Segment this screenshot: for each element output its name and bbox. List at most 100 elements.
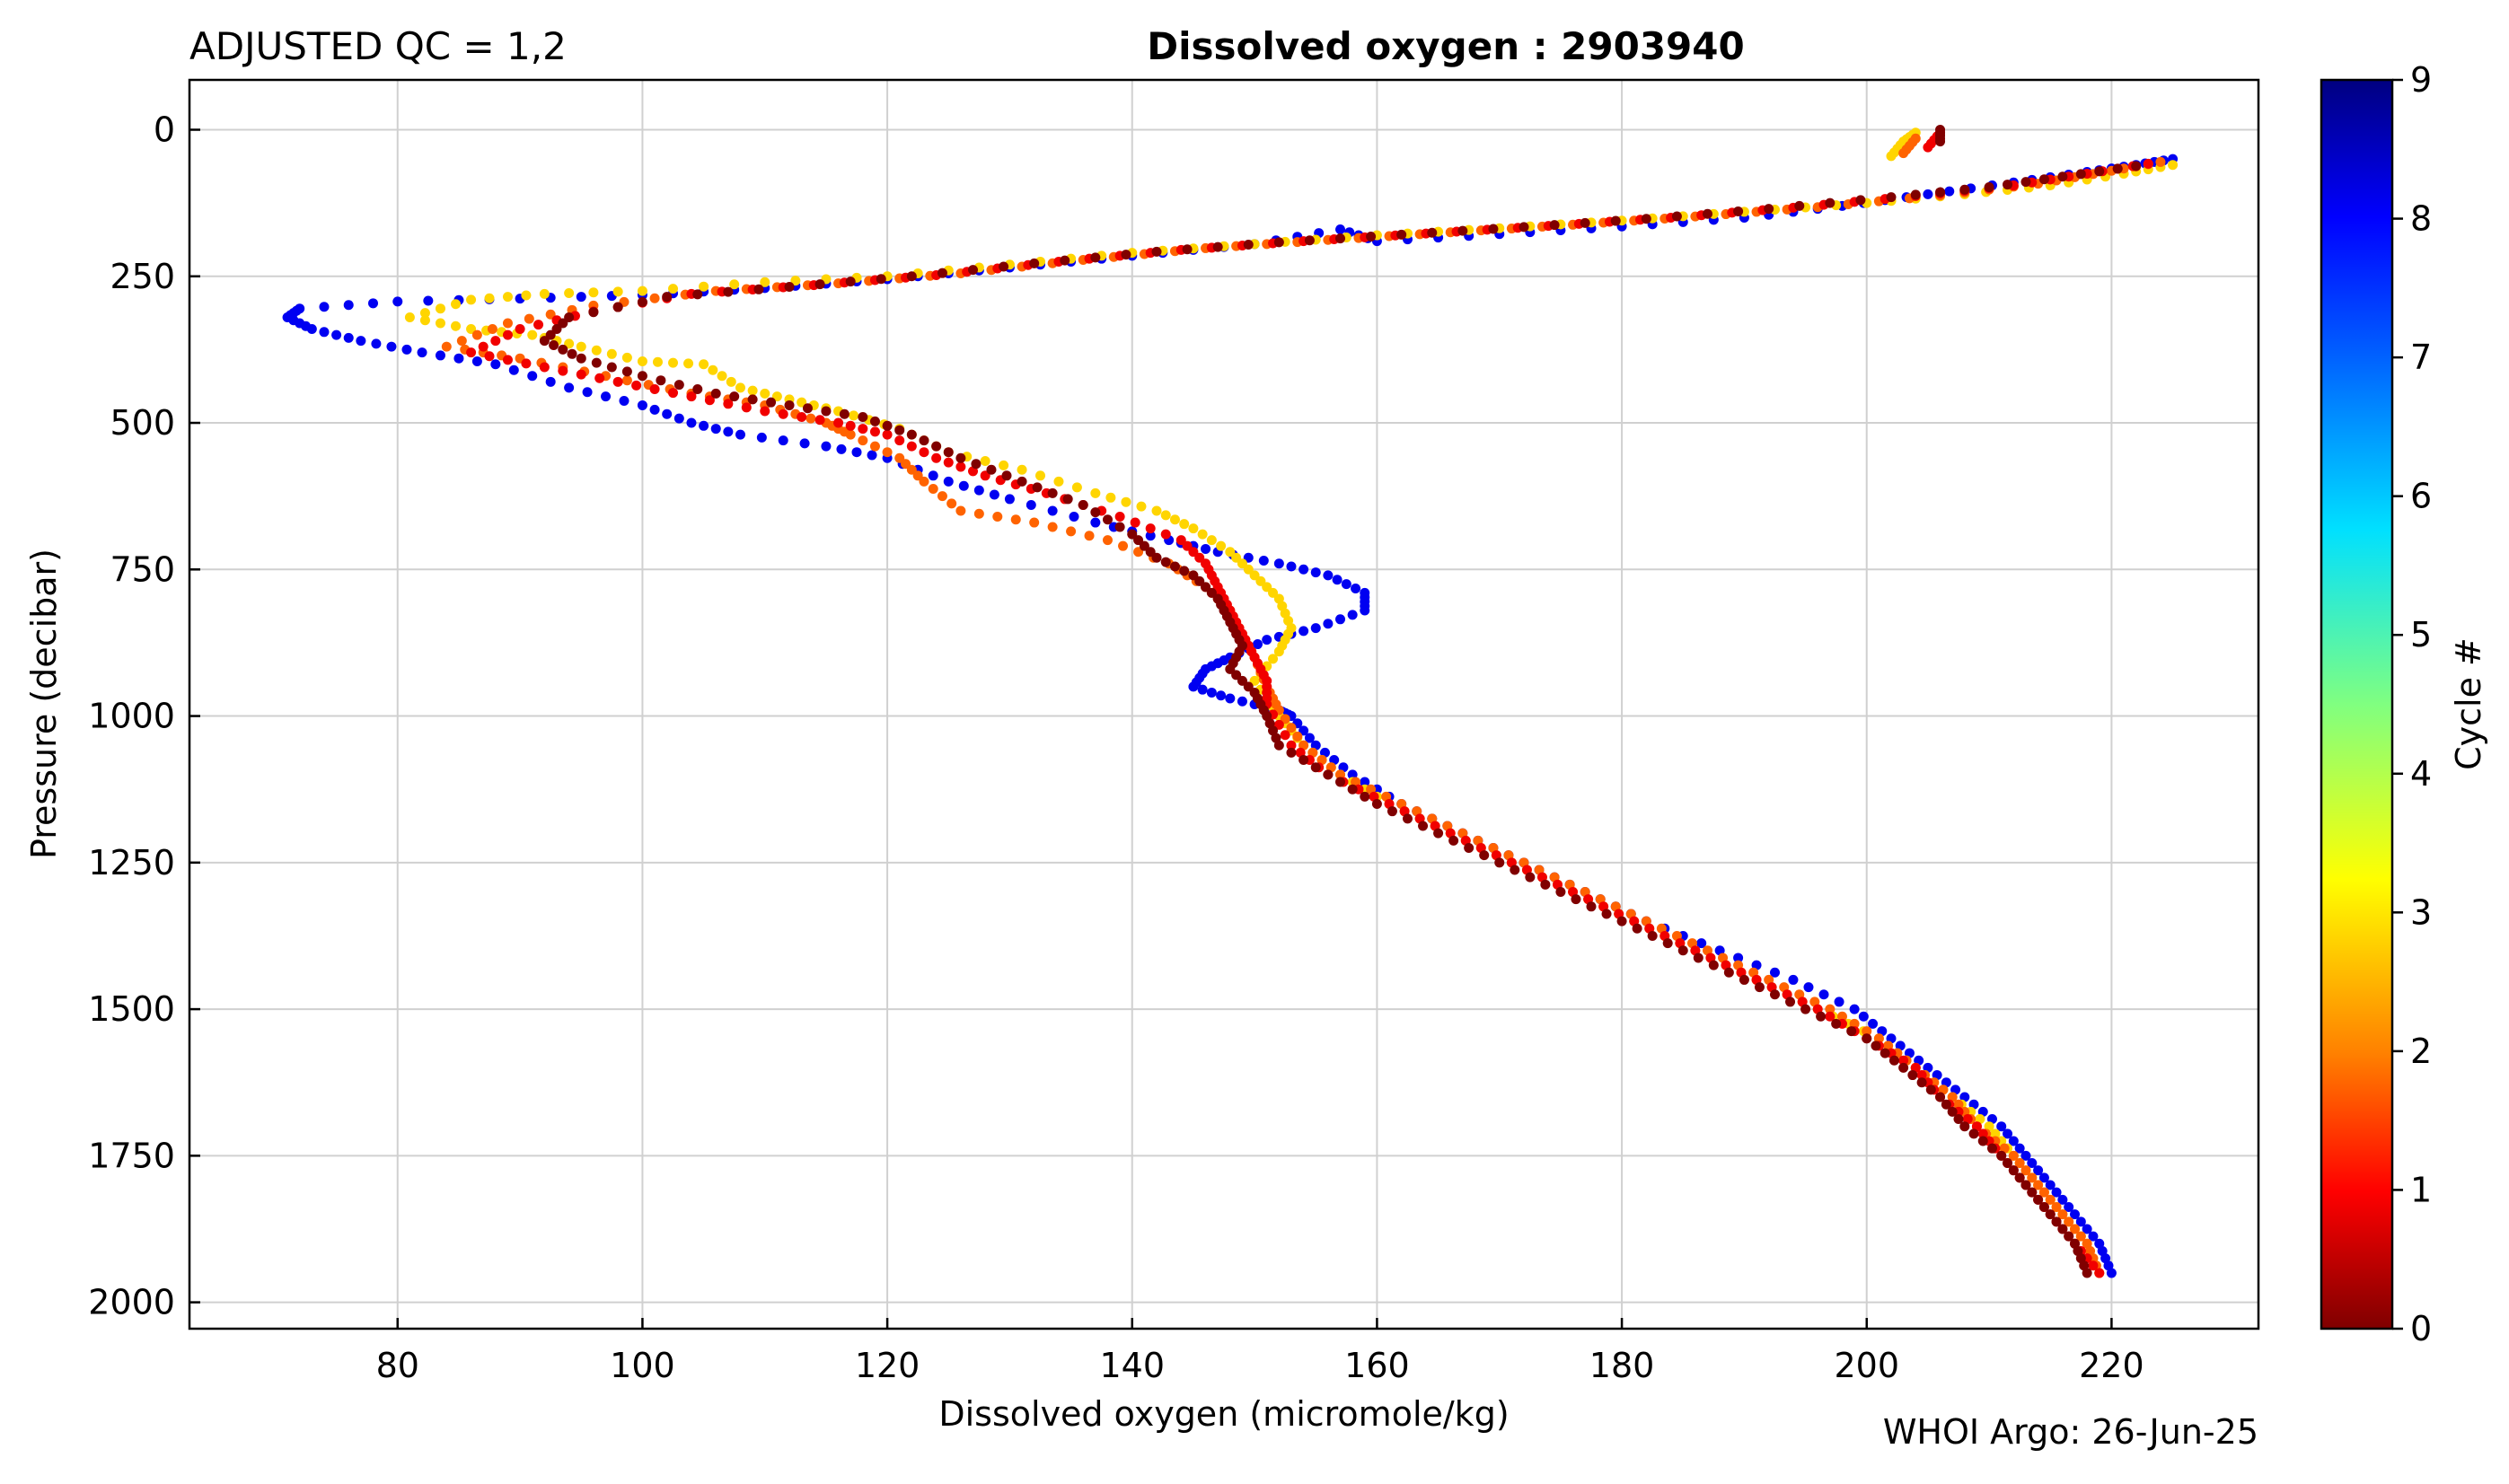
- data-point: [2064, 1201, 2074, 1212]
- data-point: [1723, 967, 1734, 978]
- data-point: [591, 357, 602, 368]
- data-point: [451, 321, 462, 331]
- data-point: [919, 435, 929, 446]
- data-point: [1133, 547, 1144, 558]
- data-point: [1953, 1099, 1964, 1110]
- data-point: [1160, 557, 1171, 567]
- data-point: [726, 376, 736, 387]
- data-point: [1243, 240, 1254, 250]
- data-point: [1360, 605, 1370, 616]
- data-point: [1179, 566, 1190, 576]
- series-cycle-8: [466, 127, 2153, 1278]
- data-point: [2033, 1194, 2044, 1205]
- data-point: [1201, 582, 1211, 593]
- data-point: [882, 420, 893, 431]
- data-point: [1197, 684, 1208, 695]
- data-point: [545, 309, 556, 320]
- data-point: [1243, 564, 1254, 575]
- data-point: [2020, 1150, 2031, 1161]
- data-point: [1237, 675, 1247, 686]
- data-point: [2057, 171, 2068, 182]
- data-point: [2003, 1158, 2013, 1169]
- data-point: [1069, 512, 1079, 522]
- data-point: [588, 307, 599, 318]
- data-point: [1194, 552, 1205, 563]
- data-point: [1677, 945, 1688, 956]
- data-point: [1197, 529, 1208, 540]
- data-point: [692, 289, 703, 300]
- colorbar-ticks: 0 1 2 3 4 5 6 7 8 9: [2392, 60, 2432, 1348]
- data-point: [1764, 204, 1774, 215]
- data-point: [2033, 1180, 2044, 1190]
- data-point: [1871, 1041, 1881, 1051]
- data-point: [943, 447, 954, 458]
- data-point: [741, 402, 752, 413]
- data-point: [588, 287, 599, 298]
- data-point: [539, 288, 550, 299]
- data-point: [869, 426, 880, 437]
- data-point: [2038, 1172, 2049, 1183]
- data-point: [710, 388, 721, 399]
- data-point: [1959, 184, 1970, 195]
- data-point: [756, 432, 767, 443]
- data-point: [708, 364, 718, 375]
- data-point: [1977, 1128, 1988, 1139]
- y-tick-label: 500: [110, 403, 175, 443]
- data-point: [2027, 1158, 2038, 1169]
- chart-title: Dissolved oxygen : 2903940: [1147, 24, 1744, 68]
- data-point: [343, 300, 354, 311]
- data-point: [1916, 1077, 1927, 1088]
- data-point: [814, 279, 825, 290]
- data-point: [1323, 570, 1334, 581]
- data-point: [980, 470, 990, 481]
- data-point: [1252, 639, 1263, 650]
- x-tick-label: 100: [610, 1346, 675, 1385]
- data-point: [2064, 1216, 2074, 1227]
- data-point: [2057, 1194, 2068, 1205]
- data-point: [2155, 156, 2166, 167]
- data-point: [453, 353, 464, 364]
- data-point: [631, 380, 642, 391]
- data-point: [1433, 828, 1444, 839]
- data-point: [2075, 1231, 2086, 1242]
- y-tick-label: 1500: [88, 989, 175, 1029]
- data-point: [478, 341, 489, 352]
- data-point: [784, 282, 795, 293]
- data-point: [1304, 235, 1315, 246]
- data-point: [1188, 570, 1199, 581]
- data-point: [551, 324, 562, 335]
- data-point: [1212, 241, 1223, 252]
- data-point: [1071, 482, 1082, 493]
- data-point: [958, 480, 969, 491]
- data-point: [1118, 540, 1129, 551]
- data-point: [1788, 974, 1799, 985]
- data-point: [2003, 180, 2013, 190]
- data-point: [1188, 681, 1199, 692]
- data-point: [906, 271, 917, 282]
- data-point: [435, 318, 445, 329]
- data-point: [1145, 547, 1156, 558]
- data-point: [906, 441, 917, 452]
- data-point: [928, 484, 938, 495]
- data-point: [2143, 158, 2153, 169]
- data-point: [833, 417, 844, 428]
- data-point: [760, 388, 770, 399]
- data-point: [401, 344, 412, 355]
- data-point: [621, 366, 632, 377]
- data-point: [1769, 989, 1780, 1000]
- data-point: [836, 443, 847, 454]
- data-point: [2082, 1268, 2092, 1278]
- data-point: [1907, 1070, 1918, 1081]
- y-tick-label: 1750: [88, 1136, 175, 1175]
- data-point: [802, 403, 813, 414]
- data-point: [912, 470, 923, 481]
- data-point: [619, 396, 629, 407]
- data-point: [621, 375, 632, 386]
- data-point: [1216, 540, 1227, 551]
- data-point: [673, 413, 684, 424]
- data-point: [1693, 953, 1703, 963]
- data-point: [652, 356, 663, 367]
- data-point: [484, 293, 495, 303]
- data-point: [591, 345, 602, 356]
- data-point: [1001, 470, 1012, 481]
